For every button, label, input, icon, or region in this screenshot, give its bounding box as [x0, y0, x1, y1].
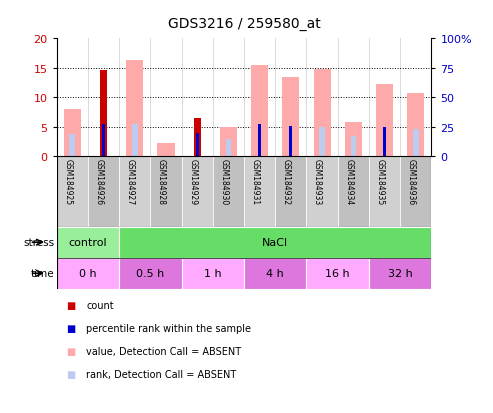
- Text: ■: ■: [67, 301, 76, 311]
- Bar: [70, 135, 75, 157]
- Bar: [57, 258, 119, 289]
- Text: count: count: [86, 301, 114, 311]
- Bar: [132, 125, 138, 157]
- Bar: [413, 129, 419, 157]
- Text: rank, Detection Call = ABSENT: rank, Detection Call = ABSENT: [86, 369, 237, 379]
- Bar: [119, 227, 431, 258]
- Bar: [407, 94, 424, 157]
- Bar: [383, 128, 386, 157]
- Text: GSM184932: GSM184932: [282, 159, 291, 205]
- Text: stress: stress: [23, 237, 54, 248]
- Text: 1 h: 1 h: [204, 268, 222, 279]
- Bar: [181, 157, 213, 227]
- Bar: [345, 122, 362, 157]
- Bar: [196, 134, 199, 157]
- Text: time: time: [31, 268, 54, 279]
- Text: 0.5 h: 0.5 h: [136, 268, 165, 279]
- Bar: [351, 136, 356, 157]
- Text: GSM184926: GSM184926: [95, 159, 104, 205]
- Text: ■: ■: [67, 323, 76, 333]
- Bar: [64, 110, 81, 157]
- Bar: [319, 128, 325, 157]
- Bar: [289, 126, 292, 157]
- Text: ■: ■: [67, 369, 76, 379]
- Text: ■: ■: [67, 346, 76, 356]
- Bar: [258, 125, 261, 157]
- Text: GSM184928: GSM184928: [157, 159, 166, 205]
- Bar: [126, 60, 143, 157]
- Bar: [213, 157, 244, 227]
- Text: GSM184935: GSM184935: [376, 159, 385, 205]
- Bar: [338, 157, 369, 227]
- Bar: [57, 157, 88, 227]
- Bar: [282, 78, 299, 157]
- Text: GSM184931: GSM184931: [250, 159, 260, 205]
- Bar: [119, 157, 150, 227]
- Text: GDS3216 / 259580_at: GDS3216 / 259580_at: [168, 17, 320, 31]
- Text: GSM184933: GSM184933: [313, 159, 322, 205]
- Text: GSM184930: GSM184930: [219, 159, 228, 205]
- Text: GSM184936: GSM184936: [407, 159, 416, 205]
- Bar: [220, 128, 237, 157]
- Text: control: control: [69, 237, 107, 248]
- Bar: [244, 157, 275, 227]
- Bar: [181, 258, 244, 289]
- Text: GSM184934: GSM184934: [344, 159, 353, 205]
- Bar: [57, 227, 119, 258]
- Bar: [369, 157, 400, 227]
- Text: 0 h: 0 h: [79, 268, 97, 279]
- Bar: [275, 157, 307, 227]
- Bar: [307, 157, 338, 227]
- Bar: [119, 258, 181, 289]
- Bar: [314, 70, 331, 157]
- Bar: [251, 66, 268, 157]
- Bar: [244, 258, 307, 289]
- Bar: [150, 157, 181, 227]
- Text: GSM184929: GSM184929: [188, 159, 197, 205]
- Bar: [194, 119, 201, 157]
- Bar: [376, 85, 393, 157]
- Bar: [88, 157, 119, 227]
- Bar: [157, 144, 175, 157]
- Text: percentile rank within the sample: percentile rank within the sample: [86, 323, 251, 333]
- Bar: [102, 125, 105, 157]
- Text: value, Detection Call = ABSENT: value, Detection Call = ABSENT: [86, 346, 242, 356]
- Text: 4 h: 4 h: [266, 268, 284, 279]
- Bar: [100, 71, 107, 157]
- Bar: [400, 157, 431, 227]
- Text: NaCl: NaCl: [262, 237, 288, 248]
- Text: GSM184925: GSM184925: [63, 159, 72, 205]
- Bar: [369, 258, 431, 289]
- Text: GSM184927: GSM184927: [126, 159, 135, 205]
- Text: 16 h: 16 h: [325, 268, 350, 279]
- Bar: [307, 258, 369, 289]
- Bar: [226, 139, 231, 157]
- Text: 32 h: 32 h: [388, 268, 413, 279]
